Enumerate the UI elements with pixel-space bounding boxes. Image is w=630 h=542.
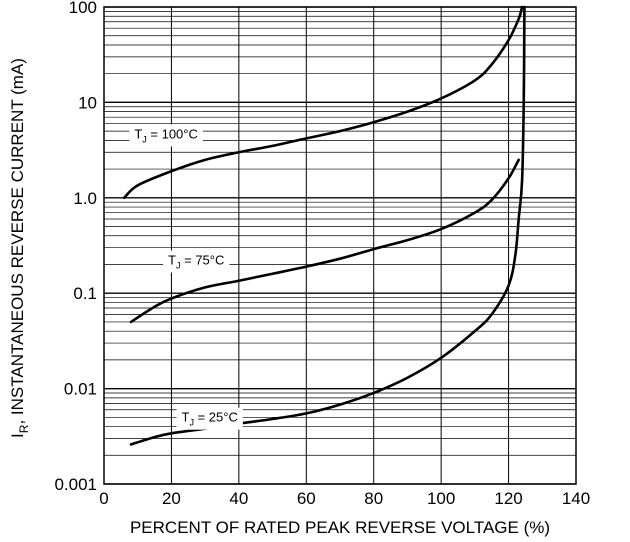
y-tick-label: 10 xyxy=(78,93,97,112)
y-axis-title-subscript: R xyxy=(17,424,31,433)
series-line-2 xyxy=(129,5,526,446)
x-tick-label: 120 xyxy=(494,489,522,508)
series-label-text: = 75°C xyxy=(181,252,225,267)
grid xyxy=(103,6,577,485)
series-label-text: = 25°C xyxy=(194,410,238,425)
series-label-symbol: T xyxy=(182,410,190,425)
series-label-0: TJ = 100°C xyxy=(134,126,198,144)
x-tick-label: 20 xyxy=(162,489,181,508)
x-tick-labels: 0 20 40 60 80 100 120 140 xyxy=(99,489,590,508)
series-label-subscript: J xyxy=(189,418,194,428)
x-tick-label: 60 xyxy=(297,489,316,508)
x-axis-title: PERCENT OF RATED PEAK REVERSE VOLTAGE (%… xyxy=(130,518,550,537)
y-tick-label: 0.001 xyxy=(54,475,97,494)
series-label-subscript: J xyxy=(142,134,147,144)
series-label-background xyxy=(163,250,230,273)
x-tick-label: 40 xyxy=(229,489,248,508)
series-label-symbol: T xyxy=(168,252,176,267)
series-label-symbol: T xyxy=(134,126,142,141)
x-tick-label: 100 xyxy=(427,489,455,508)
series-line-1 xyxy=(129,158,520,324)
series-labels: TJ = 100°CTJ = 75°CTJ = 25°C xyxy=(129,124,243,430)
series-line-0 xyxy=(122,5,524,200)
x-tick-label: 0 xyxy=(99,489,108,508)
series-label-1: TJ = 75°C xyxy=(168,252,224,270)
series-label-background xyxy=(129,124,203,147)
x-tick-label: 80 xyxy=(364,489,383,508)
y-axis-title-symbol: I xyxy=(8,433,27,438)
y-tick-label: 0.01 xyxy=(64,380,97,399)
y-tick-label: 1.0 xyxy=(73,189,97,208)
series-label-2: TJ = 25°C xyxy=(182,410,238,428)
series-group xyxy=(122,5,526,446)
series-label-text: = 100°C xyxy=(147,126,198,141)
y-axis-title: IR, INSTANTANEOUS REVERSE CURRENT (mA) xyxy=(8,58,31,438)
plot-frame xyxy=(103,6,577,485)
x-tick-label: 140 xyxy=(562,489,590,508)
y-tick-labels: 0.001 0.01 0.1 1.0 10 100 xyxy=(54,0,97,494)
y-tick-label: 100 xyxy=(69,0,97,17)
y-axis-title-text: , INSTANTANEOUS REVERSE CURRENT (mA) xyxy=(8,58,27,424)
series-label-background xyxy=(176,407,243,430)
series-label-subscript: J xyxy=(176,260,181,270)
y-tick-label: 0.1 xyxy=(73,284,97,303)
